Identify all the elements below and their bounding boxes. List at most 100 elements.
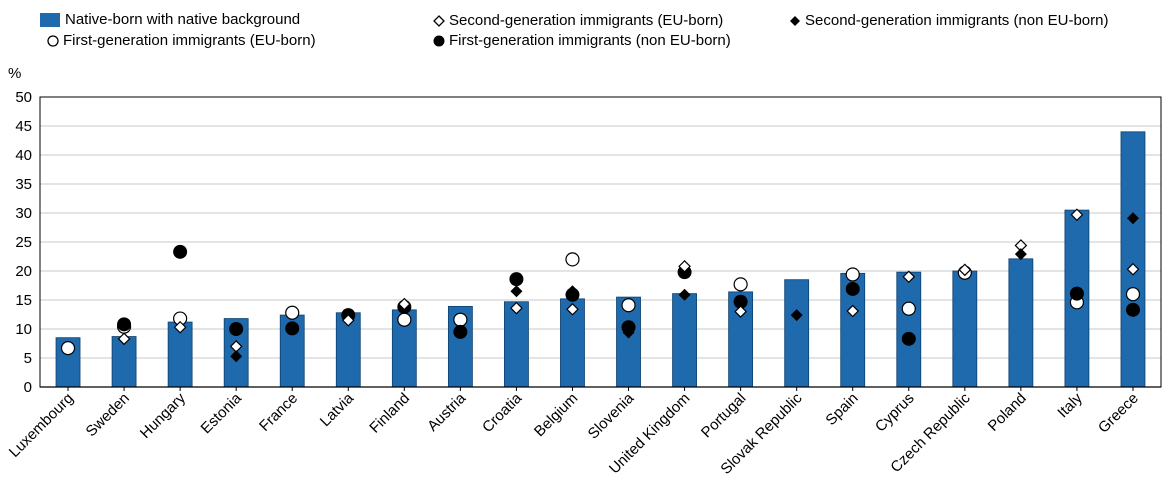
x-tick-label: Latvia bbox=[317, 389, 358, 430]
filled-circle-marker bbox=[173, 244, 188, 259]
legend-item-native-born: Native-born with native background bbox=[40, 11, 300, 29]
bar bbox=[1008, 258, 1034, 388]
legend-item-second-gen-non-eu: Second-generation immigrants (non EU-bor… bbox=[788, 12, 1108, 30]
y-tick-label: 35 bbox=[15, 176, 32, 193]
x-tick-label: Cyprus bbox=[872, 390, 918, 436]
bar bbox=[1120, 131, 1146, 388]
y-tick-label: 20 bbox=[15, 263, 32, 280]
filled-circle-marker bbox=[901, 331, 916, 346]
open-circle-marker bbox=[621, 298, 636, 313]
filled-circle-icon bbox=[433, 35, 445, 47]
x-tick-label: Poland bbox=[985, 390, 1030, 435]
filled-circle-marker bbox=[845, 281, 860, 296]
open-circle-icon bbox=[47, 35, 59, 47]
open-diamond-marker bbox=[902, 270, 916, 284]
legend: Native-born with native background Secon… bbox=[0, 0, 1168, 58]
x-tick-label: Italy bbox=[1054, 389, 1086, 421]
x-tick-label: Austria bbox=[424, 389, 469, 434]
bar bbox=[896, 271, 922, 388]
legend-item-second-gen-eu: Second-generation immigrants (EU-born) bbox=[432, 12, 723, 30]
filled-circle-marker bbox=[1125, 302, 1140, 317]
bar-swatch-icon bbox=[40, 13, 60, 27]
bar bbox=[504, 301, 529, 388]
gridlines bbox=[40, 96, 1161, 359]
y-tick-label: 15 bbox=[15, 292, 32, 309]
open-circle-marker bbox=[453, 312, 468, 327]
filled-diamond-marker bbox=[510, 285, 523, 298]
open-diamond-marker bbox=[566, 302, 579, 316]
markers bbox=[60, 208, 1141, 363]
y-tick-label: 30 bbox=[15, 205, 32, 222]
filled-circle-marker bbox=[453, 324, 468, 339]
open-diamond-marker bbox=[734, 305, 747, 318]
x-tick-label: Greece bbox=[1095, 390, 1142, 437]
open-diamond-marker bbox=[397, 297, 411, 311]
open-diamond-marker bbox=[117, 332, 131, 346]
y-tick-label: 50 bbox=[15, 89, 32, 106]
open-diamond-marker bbox=[846, 304, 860, 318]
legend-label: Native-born with native background bbox=[65, 11, 301, 28]
y-tick-label: 5 bbox=[24, 350, 32, 367]
x-tick-label: France bbox=[256, 390, 301, 435]
y-tick-label: 0 bbox=[24, 379, 32, 396]
bars bbox=[55, 131, 1146, 388]
legend-label: Second-generation immigrants (EU-born) bbox=[449, 12, 724, 29]
x-tick-label: Belgium bbox=[531, 390, 581, 440]
filled-diamond-marker bbox=[566, 285, 579, 298]
filled-diamond-marker bbox=[230, 350, 243, 363]
open-circle-marker bbox=[845, 267, 860, 282]
open-diamond-marker bbox=[173, 320, 187, 334]
x-tick-label: Croatia bbox=[479, 389, 526, 436]
filled-circle-marker bbox=[229, 322, 244, 336]
open-circle-marker bbox=[60, 341, 76, 356]
y-axis-unit-label: % bbox=[8, 65, 21, 82]
bar bbox=[672, 293, 697, 388]
open-diamond-marker bbox=[678, 260, 691, 273]
bar bbox=[952, 270, 978, 388]
legend-label: Second-generation immigrants (non EU-bor… bbox=[805, 12, 1109, 29]
filled-diamond-marker bbox=[678, 288, 691, 301]
filled-circle-marker bbox=[509, 272, 524, 287]
filled-circle-marker bbox=[1069, 286, 1084, 301]
filled-diamond-marker bbox=[1126, 212, 1139, 225]
x-tick-label: Luxembourg bbox=[6, 390, 77, 461]
open-circle-marker bbox=[1125, 287, 1141, 302]
bar bbox=[784, 279, 810, 388]
y-tick-label: 40 bbox=[15, 147, 32, 164]
open-diamond-marker bbox=[341, 313, 355, 327]
filled-circle-marker bbox=[733, 294, 748, 309]
filled-diamond-marker bbox=[622, 326, 635, 339]
open-diamond-marker bbox=[1126, 262, 1140, 276]
x-tick-label: Spain bbox=[822, 390, 861, 429]
open-circle-marker bbox=[285, 305, 300, 320]
axes bbox=[39, 96, 1162, 391]
open-diamond-marker bbox=[1070, 208, 1084, 222]
bar bbox=[616, 296, 641, 388]
open-diamond-marker bbox=[958, 263, 972, 277]
open-circle-marker bbox=[901, 301, 916, 316]
x-tick-label: Portugal bbox=[698, 390, 750, 442]
y-tick-label: 25 bbox=[15, 234, 32, 251]
open-circle-marker bbox=[397, 312, 412, 327]
legend-item-first-gen-non-eu: First-generation immigrants (non EU-born… bbox=[432, 32, 731, 50]
x-tick-label: Finland bbox=[366, 390, 413, 437]
x-tick-label: Sweden bbox=[83, 390, 133, 440]
legend-label: First-generation immigrants (EU-born) bbox=[63, 32, 316, 49]
x-tick-label: Hungary bbox=[137, 389, 189, 441]
filled-circle-marker bbox=[285, 321, 300, 336]
filled-diamond-marker bbox=[790, 309, 803, 322]
y-tick-label: 10 bbox=[15, 321, 32, 338]
open-circle-marker bbox=[565, 252, 580, 267]
legend-item-first-gen-eu: First-generation immigrants (EU-born) bbox=[46, 32, 316, 50]
x-tick-label: Slovenia bbox=[585, 389, 638, 442]
open-diamond-marker bbox=[510, 301, 523, 315]
filled-diamond-icon bbox=[790, 16, 800, 26]
x-tick-label: Estonia bbox=[198, 389, 246, 437]
legend-label: First-generation immigrants (non EU-born… bbox=[449, 32, 731, 49]
y-tick-label: 45 bbox=[15, 118, 32, 135]
open-diamond-icon bbox=[433, 15, 445, 27]
filled-diamond-marker bbox=[1014, 248, 1027, 261]
open-circle-marker bbox=[733, 277, 748, 292]
filled-circle-marker bbox=[117, 317, 132, 332]
